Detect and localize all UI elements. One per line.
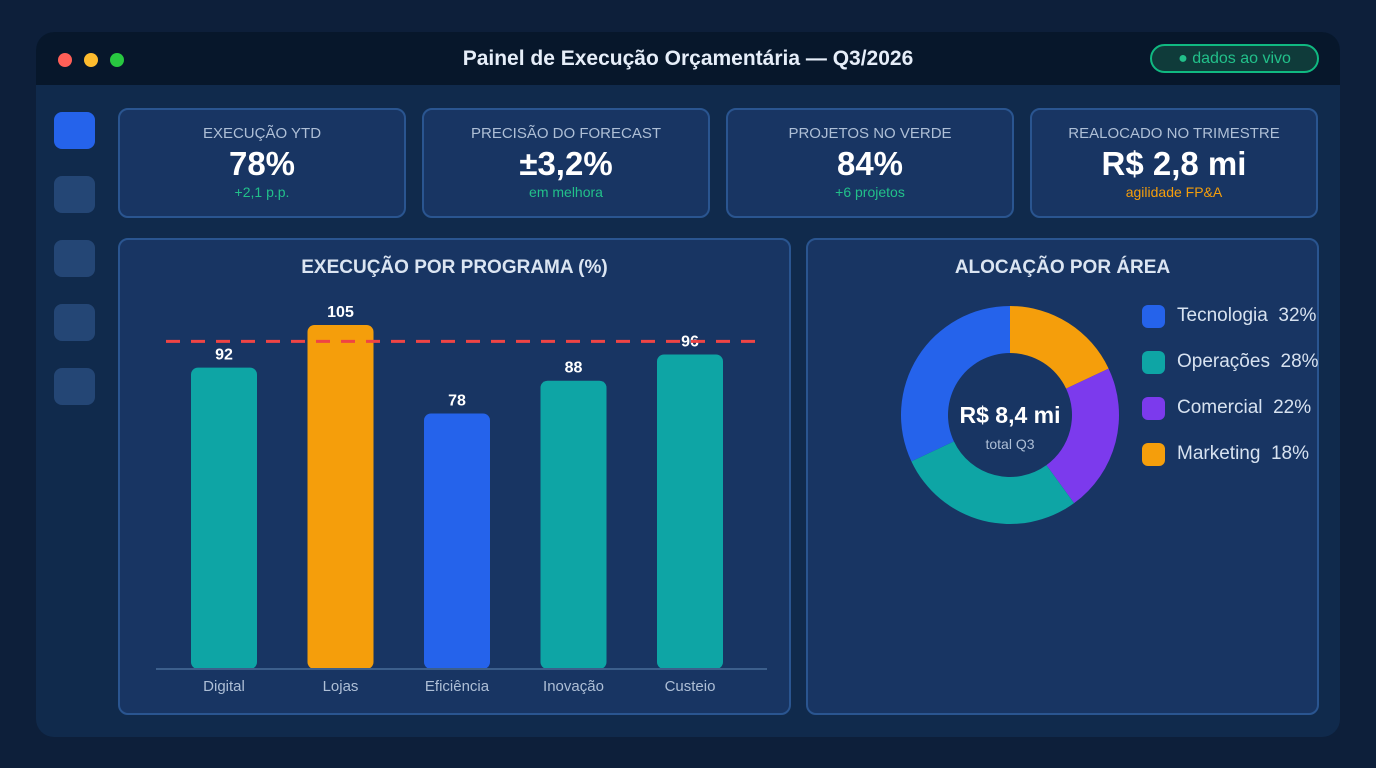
legend-label: Tecnologia 32% [1177, 305, 1317, 326]
legend-item-tecnologia[interactable]: Tecnologia 32% [1142, 304, 1316, 328]
donut-slice-operações[interactable] [911, 441, 1075, 524]
kpi-value: 84% [836, 145, 904, 182]
bar-1[interactable] [307, 325, 374, 669]
bar-chart-title: EXECUÇÃO POR PROGRAMA (%) [301, 257, 608, 278]
bar-value-label: 96 [681, 333, 699, 350]
bar-chart: 92 Digital 105 Lojas 78 Eficiência 88 Inovação 9… [156, 304, 767, 695]
donut-chart-title: ALOCAÇÃO POR ÁREA [954, 257, 1171, 278]
bar-value-label: 92 [215, 347, 233, 364]
bar-value-label: 88 [565, 360, 583, 377]
donut-slice-comercial[interactable] [1046, 368, 1119, 504]
kpi-card-realocado-trimestre: REALOCADO NO TRIMESTRE R$ 2,8 mi agilida… [1030, 108, 1318, 218]
sidebar-item-dashboard[interactable] [54, 112, 95, 149]
donut-center-label: total Q3 [985, 436, 1034, 452]
legend-swatch [1142, 304, 1165, 328]
kpi-delta: +2,1 p.p. [234, 184, 290, 200]
legend-label: Marketing 18% [1177, 443, 1310, 464]
kpi-label: PROJETOS NO VERDE [788, 125, 952, 142]
kpi-value: 78% [228, 145, 296, 182]
kpi-card-execucao-ytd: EXECUÇÃO YTD 78% +2,1 p.p. [118, 108, 406, 218]
kpi-card-projetos-verde: PROJETOS NO VERDE 84% +6 projetos [726, 108, 1014, 218]
kpi-label: EXECUÇÃO YTD [202, 125, 322, 142]
bar-4[interactable] [657, 354, 723, 669]
legend-swatch [1142, 442, 1165, 466]
kpi-delta: agilidade FP&A [1125, 184, 1223, 200]
kpi-value: R$ 2,8 mi [1101, 145, 1247, 182]
sidebar-item-4[interactable] [54, 304, 95, 341]
x-tick-label: Lojas [323, 678, 359, 695]
x-tick-label: Inovação [543, 678, 604, 695]
donut-chart: R$ 8,4 mi total Q3 [901, 306, 1119, 524]
bar-value-label: 78 [448, 392, 466, 409]
bar-0[interactable] [191, 367, 257, 669]
kpi-card-precisao-forecast: PRECISÃO DO FORECAST ±3,2% em melhora [422, 108, 710, 218]
bar-3[interactable] [540, 380, 607, 669]
kpi-delta: em melhora [529, 184, 603, 200]
legend-label: Operações 28% [1177, 351, 1319, 372]
legend-swatch [1142, 396, 1165, 420]
title-bar: Painel de Execução Orçamentária — Q3/202… [36, 32, 1340, 85]
legend-item-marketing[interactable]: Marketing 18% [1142, 442, 1309, 466]
live-data-badge: ● dados ao vivo [1150, 44, 1319, 73]
legend-item-comercial[interactable]: Comercial 22% [1142, 396, 1311, 420]
legend-label: Comercial 22% [1177, 397, 1312, 418]
sidebar-item-3[interactable] [54, 240, 95, 277]
donut-slice-marketing[interactable] [1010, 306, 1109, 389]
bar-chart-panel: EXECUÇÃO POR PROGRAMA (%) 92 Digital 105 Lo… [118, 238, 791, 715]
window-title: Painel de Execução Orçamentária — Q3/202… [462, 47, 914, 70]
maximize-window-button[interactable] [110, 53, 124, 67]
x-tick-label: Custeio [665, 678, 716, 695]
legend-swatch [1142, 350, 1165, 374]
kpi-label: PRECISÃO DO FORECAST [470, 125, 662, 142]
sidebar-item-2[interactable] [54, 176, 95, 213]
bar-value-label: 105 [327, 304, 354, 321]
close-window-button[interactable] [58, 53, 72, 67]
kpi-value: ±3,2% [519, 145, 613, 182]
app-window: Painel de Execução Orçamentária — Q3/202… [36, 32, 1340, 737]
bar-2[interactable] [424, 413, 490, 669]
minimize-window-button[interactable] [84, 53, 98, 67]
sidebar-item-5[interactable] [54, 368, 95, 405]
legend-item-operações[interactable]: Operações 28% [1142, 350, 1319, 374]
x-tick-label: Eficiência [425, 678, 490, 695]
kpi-delta: +6 projetos [835, 184, 905, 200]
kpi-label: REALOCADO NO TRIMESTRE [1068, 125, 1280, 142]
donut-chart-panel: ALOCAÇÃO POR ÁREA R$ 8,4 mi total Q3 Tecn… [806, 238, 1319, 715]
donut-slice-tecnologia[interactable] [901, 306, 1010, 462]
donut-center-value: R$ 8,4 mi [960, 402, 1061, 428]
x-tick-label: Digital [203, 678, 245, 695]
